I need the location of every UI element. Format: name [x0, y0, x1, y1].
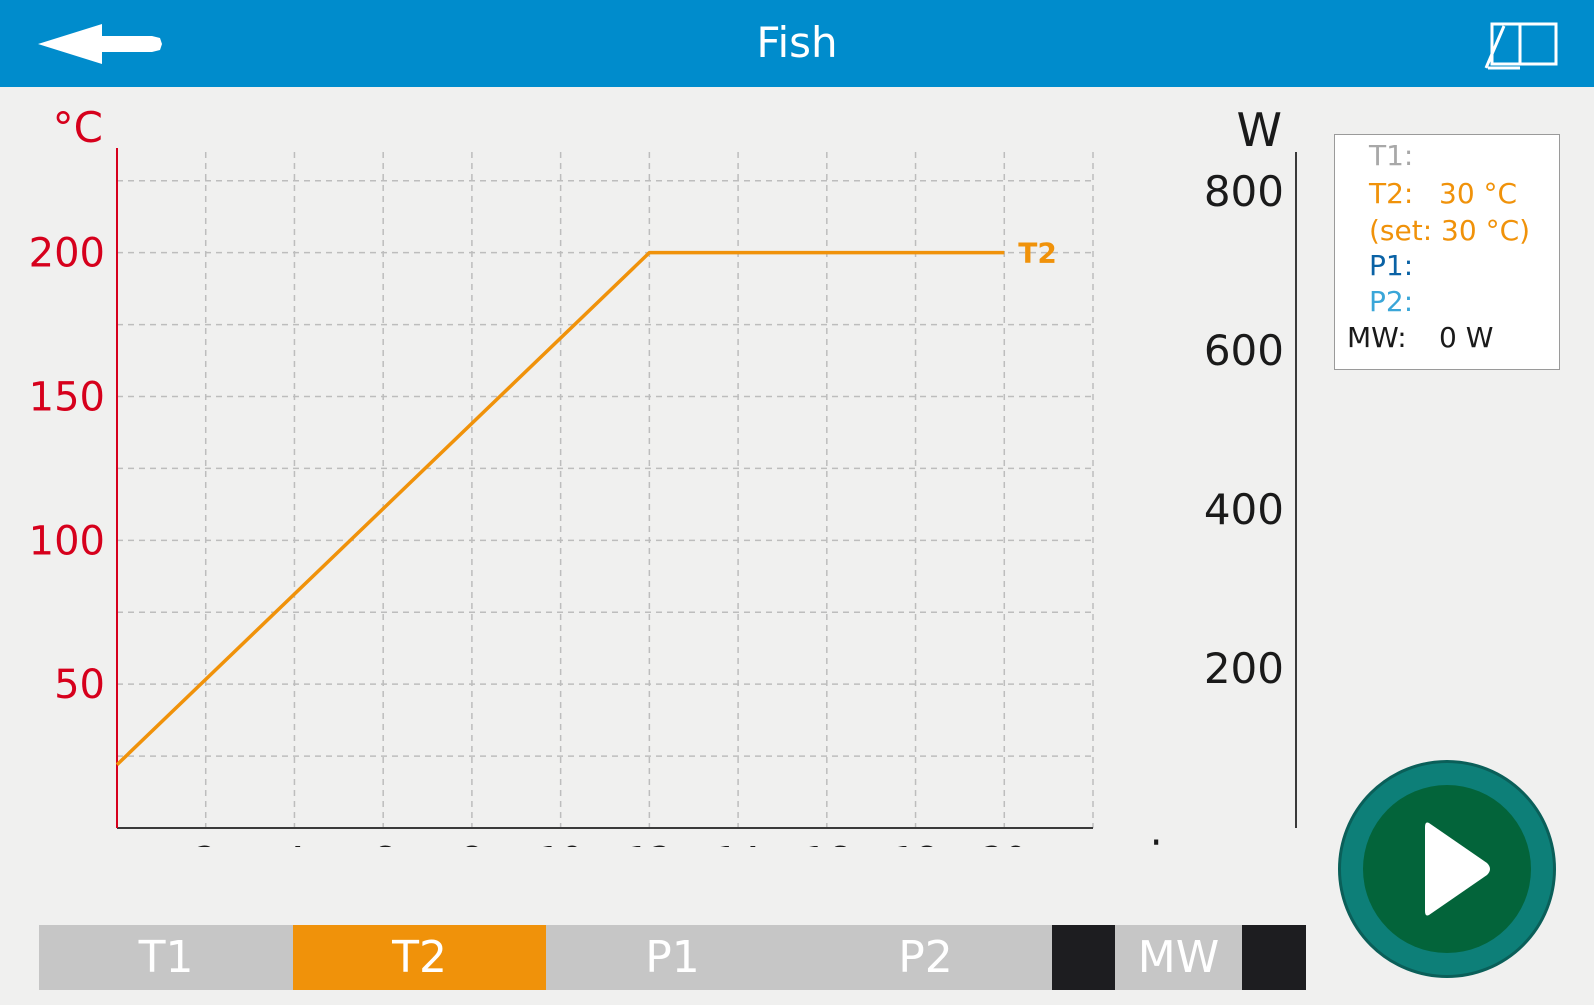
legend-t2-value: 30 °C	[1439, 177, 1518, 210]
tab-t2[interactable]: T2	[293, 925, 546, 990]
back-arrow-icon	[38, 24, 162, 64]
back-button[interactable]	[36, 22, 166, 66]
legend-mw-value: 0 W	[1439, 321, 1494, 354]
manual-button[interactable]	[1484, 18, 1564, 72]
tab-p2[interactable]: P2	[799, 925, 1052, 990]
tab-mw-right-marker	[1242, 925, 1306, 990]
y-tick-label: 150	[29, 375, 105, 421]
x-tick-label: 8	[460, 840, 483, 847]
legend-mw: MW: 0 W	[1347, 321, 1493, 354]
live-values-panel: T1: T2: 30 °C (set: 30 °C) P1: P2: MW: 0 W	[1334, 134, 1560, 370]
power-tick-label: 600	[1204, 326, 1284, 375]
power-tick-label: 400	[1204, 485, 1284, 534]
x-tick-label: 12	[626, 840, 672, 847]
power-tick-label: 200	[1204, 644, 1284, 693]
tab-p1[interactable]: P1	[546, 925, 799, 990]
chart-grid	[117, 152, 1094, 828]
x-tick-label: 6	[372, 840, 395, 847]
legend-t2-set-text: (set: 30 °C)	[1369, 214, 1531, 247]
start-button[interactable]	[1338, 760, 1556, 978]
y-tick-label: 50	[54, 662, 105, 708]
power-axis-ticks: 200 400 600 800	[1204, 167, 1284, 693]
x-axis-ticks: 2 4 6 8 10 12 14 16 18 20	[194, 840, 1027, 847]
channel-tab-bar: T1 T2 P1 P2 MW	[39, 925, 1306, 990]
chart-series: T2	[115, 237, 1057, 766]
series-label-t2: T2	[1018, 237, 1057, 270]
series-line-t2	[115, 250, 1005, 766]
y-tick-label: 200	[29, 231, 105, 277]
open-book-icon	[1484, 22, 1558, 70]
y-tick-label: 100	[29, 518, 105, 564]
legend-mw-label: MW:	[1347, 321, 1407, 354]
x-tick-label: 2	[194, 840, 217, 847]
x-tick-label: 16	[804, 840, 850, 847]
time-axis-unit: min	[1105, 832, 1192, 847]
y-axis-ticks: 50 100 150 200	[29, 231, 105, 708]
x-tick-label: 4	[283, 840, 306, 847]
legend-t2-setpoint: (set: 30 °C)	[1369, 214, 1530, 247]
legend-p2: P2:	[1369, 285, 1413, 318]
power-tick-label: 800	[1204, 167, 1284, 216]
play-icon	[1425, 822, 1490, 916]
title-bar: Fish	[0, 0, 1594, 87]
tab-mw-left-marker	[1052, 925, 1115, 990]
legend-t2: T2: 30 °C	[1369, 177, 1517, 210]
legend-p2-label: P2:	[1369, 285, 1414, 318]
legend-t2-label: T2:	[1369, 177, 1414, 210]
temperature-power-chart: 2 4 6 8 10 12 14 16 18 20 50 100 150 200 200 400 600 80…	[29, 103, 1297, 847]
tab-t1[interactable]: T1	[39, 925, 293, 990]
page-title: Fish	[756, 18, 838, 67]
x-tick-label: 18	[893, 840, 939, 847]
legend-p1: P1:	[1369, 249, 1413, 282]
x-tick-label: 20	[981, 840, 1027, 847]
temperature-axis-unit: °C	[53, 103, 103, 152]
legend-t1: T1:	[1369, 139, 1413, 172]
tab-mw[interactable]: MW	[1115, 925, 1242, 990]
start-button-face	[1363, 785, 1531, 953]
legend-t1-label: T1:	[1369, 139, 1414, 172]
power-axis-unit: W	[1237, 103, 1282, 157]
x-tick-label: 14	[715, 840, 761, 847]
legend-p1-label: P1:	[1369, 249, 1414, 282]
x-tick-label: 10	[538, 840, 584, 847]
